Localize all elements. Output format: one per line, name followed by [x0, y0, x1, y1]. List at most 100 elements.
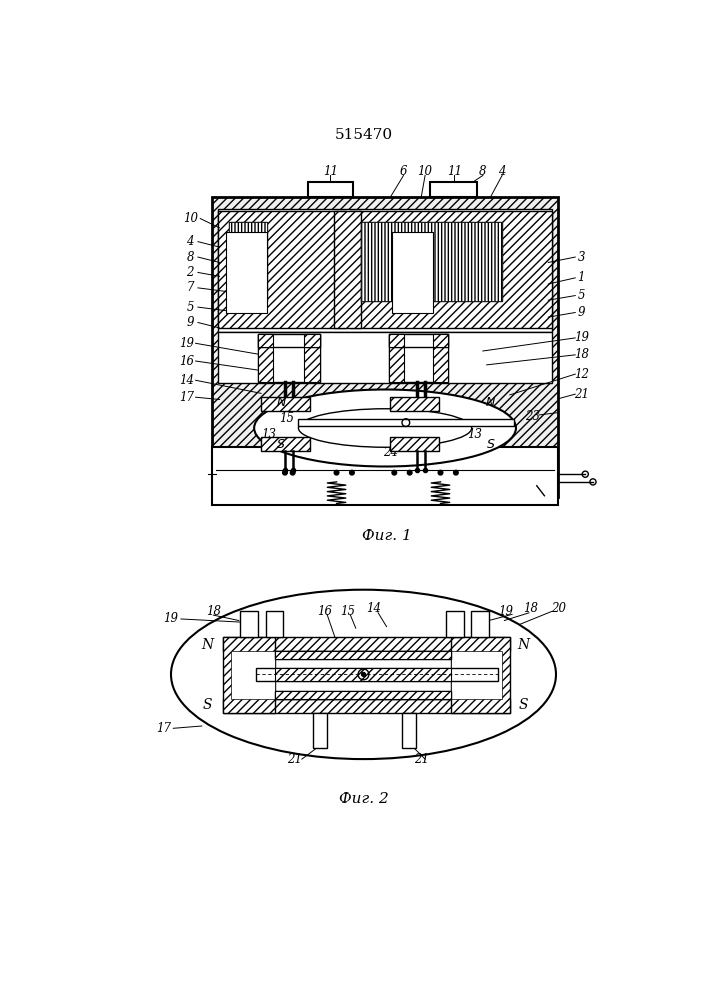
Bar: [231, 651, 275, 699]
Bar: [218, 209, 552, 332]
Text: 22: 22: [327, 433, 342, 446]
Bar: [334, 211, 361, 328]
Text: Фиг. 2: Фиг. 2: [339, 792, 388, 806]
Bar: [275, 668, 450, 681]
Text: 16: 16: [179, 355, 194, 368]
Bar: [258, 334, 320, 347]
Text: 15: 15: [341, 605, 356, 618]
Text: N: N: [201, 638, 214, 652]
Text: 1: 1: [578, 271, 585, 284]
Text: 19: 19: [574, 331, 589, 344]
Text: 13: 13: [262, 428, 276, 441]
Bar: [392, 232, 433, 312]
Circle shape: [361, 672, 366, 676]
Ellipse shape: [254, 389, 516, 466]
Bar: [402, 713, 416, 748]
Text: S: S: [519, 698, 528, 712]
Bar: [275, 691, 450, 699]
Bar: [261, 397, 310, 411]
Bar: [258, 334, 274, 382]
Bar: [256, 668, 498, 681]
Text: 21: 21: [574, 388, 589, 401]
Text: 21: 21: [414, 753, 428, 766]
Bar: [275, 651, 450, 659]
Circle shape: [407, 470, 412, 475]
Bar: [229, 222, 267, 301]
Bar: [389, 334, 448, 382]
Circle shape: [291, 470, 295, 475]
Text: 4: 4: [498, 165, 506, 178]
Text: 6: 6: [399, 165, 407, 178]
Text: 19: 19: [163, 612, 178, 625]
Bar: [389, 334, 448, 347]
Bar: [261, 437, 310, 451]
Text: 24: 24: [383, 446, 398, 459]
Text: 8: 8: [187, 251, 194, 264]
Bar: [304, 334, 320, 347]
Text: Фиг. 1: Фиг. 1: [362, 529, 411, 543]
Bar: [298, 419, 514, 426]
Bar: [472, 611, 489, 637]
Circle shape: [350, 470, 354, 475]
Text: 515470: 515470: [334, 128, 392, 142]
Text: 11: 11: [323, 165, 338, 178]
Text: 2: 2: [187, 266, 194, 279]
Text: 4: 4: [187, 235, 194, 248]
Bar: [431, 182, 477, 197]
Bar: [212, 197, 559, 497]
Text: 22: 22: [431, 433, 446, 446]
Text: 11: 11: [447, 165, 462, 178]
Bar: [433, 334, 448, 347]
Bar: [390, 437, 439, 451]
Text: 21: 21: [287, 753, 302, 766]
Text: 16: 16: [317, 605, 332, 618]
Text: 19: 19: [179, 337, 194, 350]
Text: 10: 10: [418, 165, 433, 178]
Text: 14: 14: [179, 374, 194, 387]
Bar: [258, 334, 274, 347]
Text: S: S: [202, 698, 212, 712]
Circle shape: [334, 470, 339, 475]
Bar: [223, 699, 510, 713]
Bar: [223, 637, 275, 713]
Text: S: S: [486, 438, 494, 451]
Text: 8: 8: [479, 165, 486, 178]
Text: 14: 14: [366, 602, 381, 615]
Bar: [258, 334, 320, 382]
Text: 17: 17: [179, 391, 194, 404]
Text: 20: 20: [551, 602, 566, 615]
Bar: [390, 397, 439, 411]
Ellipse shape: [171, 590, 556, 759]
Bar: [275, 691, 450, 699]
Circle shape: [283, 470, 287, 475]
Bar: [389, 334, 404, 382]
Bar: [266, 611, 283, 637]
Bar: [313, 713, 327, 748]
Text: N: N: [276, 396, 286, 409]
Text: 7: 7: [187, 281, 194, 294]
Ellipse shape: [298, 409, 472, 447]
Bar: [223, 637, 510, 651]
Bar: [218, 332, 552, 383]
Text: 18: 18: [206, 605, 221, 618]
Text: 15: 15: [279, 412, 294, 425]
Text: 18: 18: [574, 348, 589, 361]
Bar: [275, 651, 450, 659]
Bar: [226, 232, 267, 312]
Text: 19: 19: [498, 605, 513, 618]
Bar: [351, 211, 552, 328]
Text: 9: 9: [187, 316, 194, 329]
Bar: [446, 611, 464, 637]
Text: N: N: [486, 396, 495, 409]
Text: 10: 10: [182, 212, 198, 225]
Text: 17: 17: [156, 722, 171, 735]
Bar: [308, 182, 354, 197]
Text: 18: 18: [523, 602, 538, 615]
Bar: [304, 334, 320, 382]
Text: N: N: [518, 638, 530, 652]
Bar: [450, 637, 510, 713]
Text: 5: 5: [578, 289, 585, 302]
Bar: [361, 222, 502, 301]
Bar: [240, 611, 258, 637]
Circle shape: [438, 470, 443, 475]
